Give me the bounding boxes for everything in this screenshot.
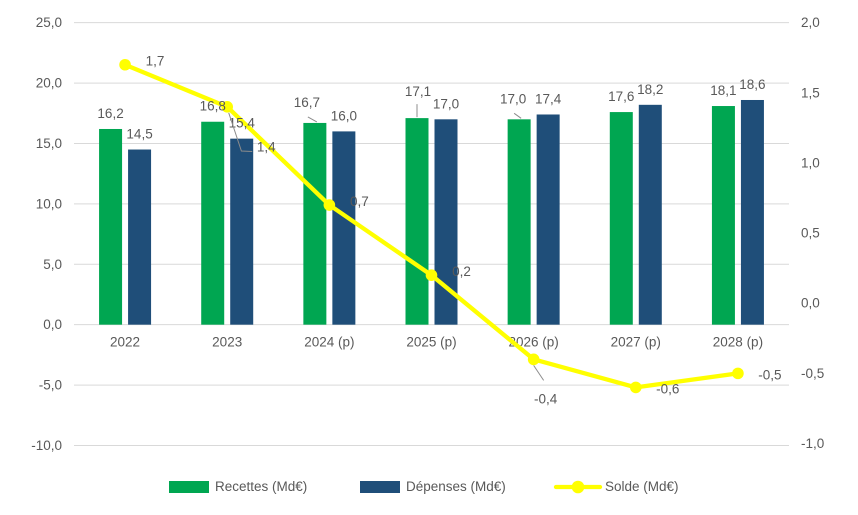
svg-text:5,0: 5,0 <box>43 257 62 272</box>
svg-text:2022: 2022 <box>110 335 140 350</box>
svg-text:0,0: 0,0 <box>43 317 62 332</box>
svg-text:-5,0: -5,0 <box>39 378 62 393</box>
svg-text:1,7: 1,7 <box>146 54 165 69</box>
svg-text:2027 (p): 2027 (p) <box>611 335 661 350</box>
svg-text:-10,0: -10,0 <box>31 438 62 453</box>
svg-text:0,5: 0,5 <box>801 226 820 241</box>
svg-text:17,0: 17,0 <box>500 91 526 106</box>
svg-text:Solde (Md€): Solde (Md€) <box>605 479 679 494</box>
svg-text:-0,5: -0,5 <box>801 366 824 381</box>
svg-text:17,1: 17,1 <box>405 84 431 99</box>
svg-text:2028 (p): 2028 (p) <box>713 335 763 350</box>
svg-text:0,7: 0,7 <box>350 194 369 209</box>
svg-text:1,5: 1,5 <box>801 85 820 100</box>
svg-text:-1,0: -1,0 <box>801 436 824 451</box>
svg-text:Dépenses (Md€): Dépenses (Md€) <box>406 479 506 494</box>
svg-text:0,2: 0,2 <box>452 264 471 279</box>
svg-text:-0,5: -0,5 <box>758 367 781 382</box>
svg-text:2024 (p): 2024 (p) <box>304 335 354 350</box>
svg-text:14,5: 14,5 <box>126 127 152 142</box>
svg-text:1,0: 1,0 <box>801 155 820 170</box>
svg-text:18,2: 18,2 <box>637 82 663 97</box>
svg-text:18,1: 18,1 <box>710 83 736 98</box>
svg-text:0,0: 0,0 <box>801 296 820 311</box>
svg-text:-0,4: -0,4 <box>534 391 558 406</box>
svg-text:25,0: 25,0 <box>36 15 62 30</box>
svg-text:17,4: 17,4 <box>535 91 562 106</box>
svg-text:-0,6: -0,6 <box>656 381 679 396</box>
svg-text:20,0: 20,0 <box>36 76 62 91</box>
svg-text:17,0: 17,0 <box>433 96 459 111</box>
svg-text:2023: 2023 <box>212 335 242 350</box>
svg-text:1,4: 1,4 <box>257 139 276 154</box>
svg-text:17,6: 17,6 <box>608 89 634 104</box>
svg-text:16,7: 16,7 <box>294 95 320 110</box>
svg-text:2,0: 2,0 <box>801 15 820 30</box>
svg-text:10,0: 10,0 <box>36 196 62 211</box>
svg-text:15,0: 15,0 <box>36 136 62 151</box>
svg-text:16,2: 16,2 <box>97 106 123 121</box>
svg-text:Recettes (Md€): Recettes (Md€) <box>215 479 307 494</box>
svg-text:16,0: 16,0 <box>331 108 357 123</box>
svg-text:16,8: 16,8 <box>200 99 226 114</box>
svg-text:18,6: 18,6 <box>739 77 765 92</box>
svg-text:2025 (p): 2025 (p) <box>406 335 456 350</box>
